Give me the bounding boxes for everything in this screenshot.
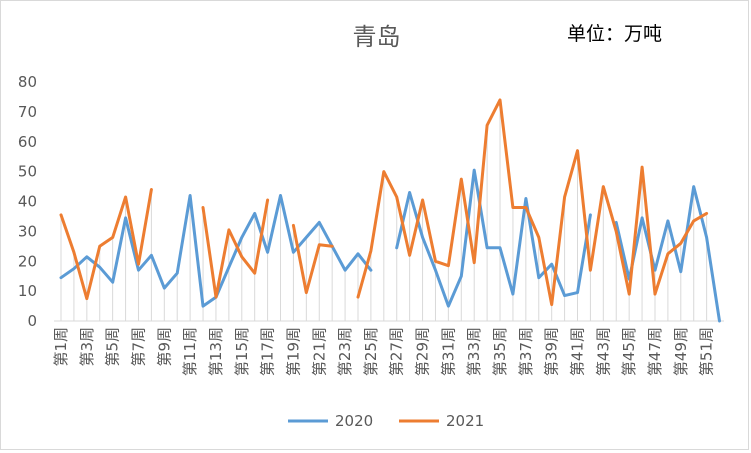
y-tick-label: 10 [18, 282, 37, 300]
y-tick-label: 70 [18, 103, 37, 121]
legend-label-2020: 2020 [335, 412, 373, 430]
x-tick-label: 第15周 [233, 327, 251, 376]
x-tick-label: 第51周 [698, 327, 716, 376]
x-tick-label: 第49周 [672, 327, 690, 376]
y-tick-label: 0 [27, 312, 37, 330]
x-tick-label: 第37周 [517, 327, 535, 376]
x-tick-label: 第27周 [388, 327, 406, 376]
x-tick-label: 第21周 [310, 327, 328, 376]
x-tick-label: 第29周 [414, 327, 432, 376]
x-tick-label: 第39周 [543, 327, 561, 376]
x-tick-label: 第35周 [491, 327, 509, 376]
x-tick-label: 第31周 [439, 327, 457, 376]
x-tick-label: 第5周 [104, 327, 122, 367]
x-tick-label: 第41周 [569, 327, 587, 376]
x-tick-label: 第9周 [155, 327, 173, 367]
x-tick-label: 第1周 [52, 327, 70, 367]
y-tick-label: 40 [18, 193, 37, 211]
x-tick-label: 第3周 [78, 327, 96, 367]
x-tick-label: 第45周 [620, 327, 638, 376]
series-line-2020 [59, 168, 721, 323]
legend-label-2021: 2021 [446, 412, 484, 430]
x-tick-label: 第13周 [207, 327, 225, 376]
series-line-2021 [59, 98, 709, 307]
y-tick-label: 20 [18, 252, 37, 270]
x-tick-label: 第25周 [362, 327, 380, 376]
x-tick-label: 第43周 [594, 327, 612, 376]
x-tick-label: 第47周 [646, 327, 664, 376]
y-tick-label: 60 [18, 133, 37, 151]
y-tick-label: 30 [18, 222, 37, 240]
x-tick-label: 第23周 [336, 327, 354, 376]
x-tick-label: 第19周 [284, 327, 302, 376]
y-tick-label: 80 [18, 73, 37, 91]
unit-label: 单位：万吨 [567, 23, 663, 45]
x-tick-label: 第17周 [259, 327, 277, 376]
x-tick-label: 第11周 [181, 327, 199, 376]
y-tick-label: 50 [18, 163, 37, 181]
x-tick-label: 第33周 [465, 327, 483, 376]
chart-title: 青岛 [352, 23, 401, 51]
x-tick-label: 第7周 [129, 327, 147, 367]
